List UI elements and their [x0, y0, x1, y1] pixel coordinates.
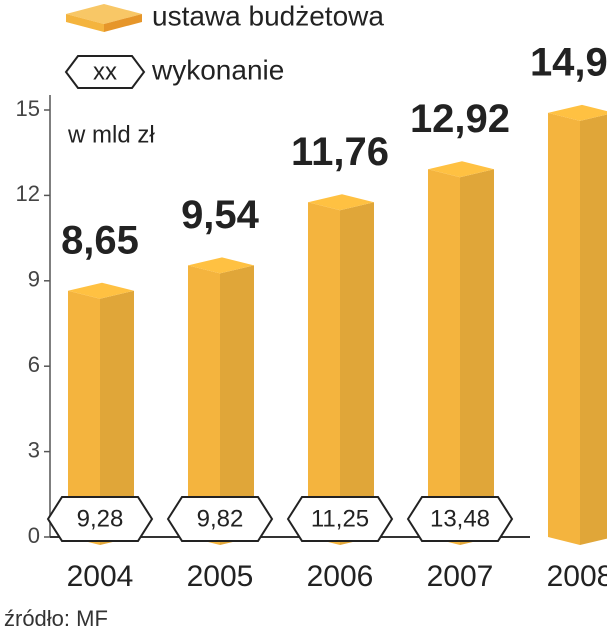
bar-side	[220, 265, 254, 545]
legend-symbol-text: xx	[93, 58, 117, 85]
legend-label: wykonanie	[151, 54, 284, 85]
hexagon	[406, 496, 514, 542]
value-label: 8,65	[61, 218, 139, 262]
bar-side	[460, 169, 494, 545]
y-tick-label: 12	[16, 181, 40, 206]
value-label: 12,92	[410, 97, 510, 141]
hexagon	[166, 496, 274, 542]
x-tick-label: 2004	[67, 560, 134, 593]
bar-front	[428, 169, 460, 545]
y-tick-label: 3	[28, 437, 40, 462]
x-tick-label: 2007	[427, 560, 494, 593]
hexagon	[286, 496, 394, 542]
bar-side	[580, 114, 607, 545]
x-tick-label: 2006	[307, 560, 374, 593]
y-tick-label: 15	[16, 96, 40, 121]
bar	[428, 161, 494, 545]
bar-top	[68, 282, 134, 299]
hexagon-label: 9,82	[197, 505, 244, 532]
source: źródło: MF	[4, 606, 108, 631]
value-label: 11,76	[291, 130, 389, 174]
bar-top	[548, 104, 607, 121]
bar-side	[100, 290, 134, 545]
legend-box-front	[66, 14, 104, 32]
value-label: 9,54	[181, 193, 260, 237]
x-tick-label: 2008	[547, 560, 607, 593]
legend-hexagon	[64, 55, 146, 89]
hexagon-label: 11,25	[311, 505, 369, 532]
bar	[308, 194, 374, 545]
bar	[188, 257, 254, 545]
bar-side	[340, 202, 374, 545]
y-tick-label: 6	[28, 352, 40, 377]
hexagon-label: 13,48	[430, 505, 490, 532]
y-tick-label: 9	[28, 267, 40, 292]
hexagon-label: 9,28	[77, 505, 124, 532]
bar-front	[548, 112, 580, 545]
bar	[68, 282, 134, 545]
bar-top	[308, 194, 374, 211]
bar-top	[428, 161, 494, 178]
value-label: 14,90	[530, 40, 607, 84]
legend: ustawa budżetowa xx wykonanie	[64, 0, 384, 89]
unit-label: w mld zł	[67, 121, 155, 148]
bar-front	[308, 202, 340, 545]
hexagon	[46, 496, 154, 542]
bar	[548, 104, 607, 545]
y-tick-label: 0	[28, 523, 40, 548]
legend-label: ustawa budżetowa	[152, 0, 384, 31]
x-tick-label: 2005	[187, 560, 254, 593]
legend-box-side	[104, 14, 142, 32]
bar-front	[68, 290, 100, 545]
bar-top	[188, 257, 254, 274]
bar-front	[188, 265, 220, 545]
